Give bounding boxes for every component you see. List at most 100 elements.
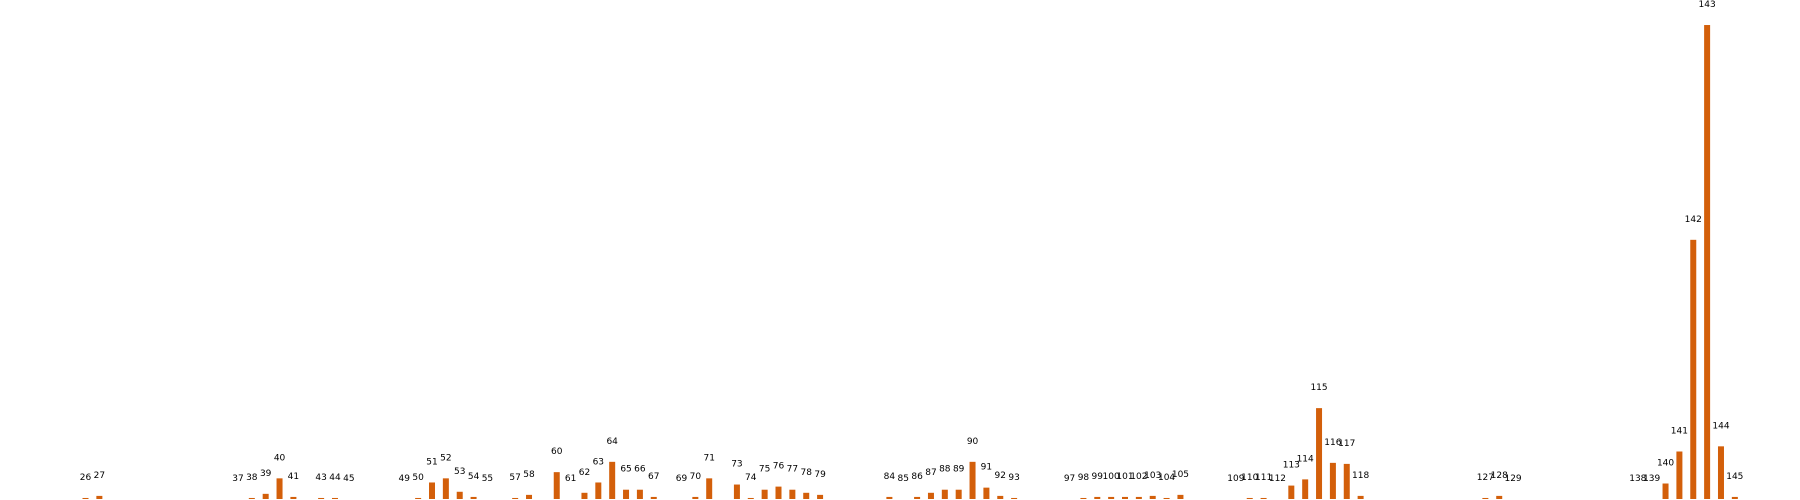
bar-77 [789,489,796,499]
bar-144 [1717,446,1724,499]
bar-78 [803,492,810,499]
bar-label-71: 71 [703,453,714,463]
bar-50 [415,497,422,499]
bar-label-61: 61 [565,474,576,484]
bar-label-84: 84 [884,472,896,482]
bar-label-76: 76 [773,462,785,472]
bar-62 [581,492,588,499]
bar-74 [747,497,754,499]
bar-label-26: 26 [80,473,92,483]
bar-label-141: 141 [1671,427,1688,437]
bar-label-58: 58 [523,470,535,480]
bar-38 [248,497,255,499]
bar-140 [1662,483,1669,499]
bar-141 [1676,451,1683,499]
bar-label-112: 112 [1269,474,1286,484]
bar-label-73: 73 [731,460,742,470]
bar-116 [1329,462,1336,499]
bar-label-129: 129 [1504,474,1521,484]
bar-label-144: 144 [1712,421,1729,431]
bar-87 [927,492,934,499]
bar-label-78: 78 [800,468,812,478]
bar-label-110: 110 [1241,473,1258,483]
bar-label-145: 145 [1726,472,1743,482]
bar-label-111: 111 [1255,473,1272,483]
bar-label-88: 88 [939,465,951,475]
bar-66 [636,489,643,499]
bar-label-45: 45 [343,474,354,484]
bar-145 [1731,496,1738,499]
bar-label-67: 67 [648,472,659,482]
bar-label-64: 64 [606,437,618,447]
bar-71 [706,478,713,499]
bar-label-37: 37 [232,474,243,484]
bar-70 [692,496,699,499]
bar-54 [470,496,477,499]
bar-98 [1080,497,1087,499]
bar-86 [914,496,921,499]
bar-label-117: 117 [1338,439,1355,449]
bar-92 [997,495,1004,499]
bar-27 [96,495,103,499]
bar-label-40: 40 [274,453,286,463]
bar-label-93: 93 [1008,473,1019,483]
bar-label-127: 127 [1477,473,1494,483]
bar-label-79: 79 [814,470,826,480]
bar-43 [318,497,325,499]
bar-label-70: 70 [690,472,702,482]
bar-117 [1343,463,1350,499]
bar-label-113: 113 [1283,461,1300,471]
bar-label-55: 55 [482,474,493,484]
bar-label-86: 86 [911,472,923,482]
bar-26 [82,497,89,499]
bar-label-92: 92 [995,471,1006,481]
bar-64 [609,461,616,499]
bar-88 [941,489,948,499]
bar-53 [456,491,463,499]
bar-111 [1260,497,1267,499]
bar-label-100: 100 [1103,472,1120,482]
bar-label-51: 51 [426,457,437,467]
bar-label-109: 109 [1227,474,1244,484]
bar-label-62: 62 [579,468,590,478]
bar-65 [623,489,630,499]
bar-label-41: 41 [288,472,299,482]
bar-label-69: 69 [676,474,688,484]
bar-label-43: 43 [315,473,326,483]
bar-label-115: 115 [1310,383,1327,393]
bar-110 [1246,497,1253,499]
bar-63 [595,482,602,499]
bar-label-97: 97 [1064,474,1075,484]
bar-44 [331,497,338,499]
bar-99 [1094,496,1101,499]
bars-group [82,25,1738,500]
bar-label-38: 38 [246,473,258,483]
bar-label-142: 142 [1685,215,1702,225]
bar-label-90: 90 [967,437,979,447]
bar-41 [290,496,297,499]
bar-93 [1011,497,1018,499]
bar-label-65: 65 [620,465,631,475]
bar-73 [733,484,740,499]
bar-label-140: 140 [1657,459,1674,469]
bar-label-91: 91 [981,463,992,473]
bar-label-74: 74 [745,473,757,483]
bar-label-44: 44 [329,473,341,483]
bar-label-114: 114 [1297,454,1314,464]
bar-label-87: 87 [925,468,936,478]
bar-115 [1316,408,1323,499]
bar-label-63: 63 [593,457,604,467]
bar-label-85: 85 [898,474,909,484]
bar-128 [1496,495,1503,499]
bar-114 [1302,479,1309,499]
bar-label-53: 53 [454,467,465,477]
bar-label-75: 75 [759,465,770,475]
bar-label-52: 52 [440,453,451,463]
bar-52 [442,478,449,499]
bar-57 [512,497,519,499]
bar-84 [886,496,893,499]
bar-91 [983,487,990,499]
bar-67 [650,496,657,499]
